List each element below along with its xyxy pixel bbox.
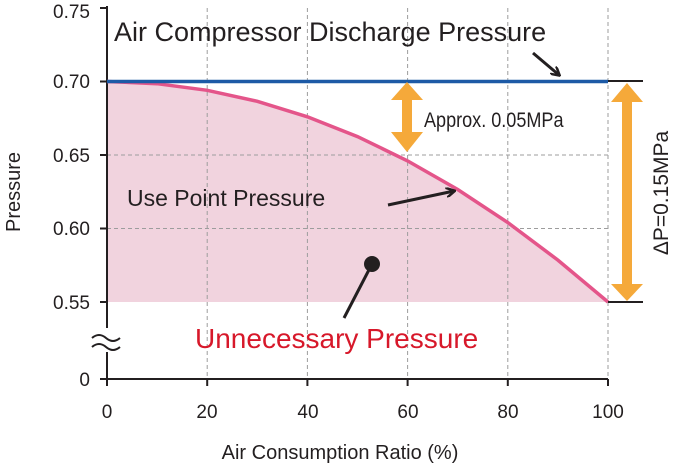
axis-ticks — [100, 7, 609, 386]
discharge-pressure-label: Air Compressor Discharge Pressure — [114, 17, 546, 47]
x-tick-label: 100 — [592, 402, 624, 423]
y-tick-label: 0 — [79, 370, 90, 391]
delta-p-label: ΔP=0.15MPa — [650, 131, 673, 256]
y-tick-labels: 0 0.55 0.60 0.65 0.70 0.75 — [53, 2, 90, 391]
x-tick-label: 60 — [397, 402, 418, 423]
x-tick-label: 0 — [102, 402, 113, 423]
x-tick-labels: 0 20 40 60 80 100 — [102, 402, 624, 423]
gridlines — [107, 8, 609, 379]
y-axis-title: Pressure — [3, 152, 25, 232]
use-point-pressure-label: Use Point Pressure — [127, 185, 325, 211]
y-tick-label: 0.60 — [53, 219, 90, 240]
unnecessary-pointer-dot — [364, 256, 380, 272]
delta-reference-lines — [608, 80, 643, 303]
delta-p-arrow — [611, 83, 643, 301]
axis-break-icon — [91, 334, 121, 351]
discharge-pointer-arrow — [532, 51, 559, 75]
unnecessary-pressure-region — [107, 81, 608, 302]
annotation-pointers — [342, 51, 559, 319]
unnecessary-pointer-line — [342, 263, 374, 319]
y-tick-label: 0.65 — [53, 146, 90, 167]
unnecessary-pressure-label: Unnecessary Pressure — [195, 323, 478, 354]
gap-arrow — [391, 82, 423, 152]
y-tick-label: 0.70 — [53, 72, 90, 93]
use-point-pressure-line — [106, 79, 610, 304]
x-axis-title: Air Consumption Ratio (%) — [222, 442, 459, 464]
x-tick-label: 20 — [196, 402, 217, 423]
use-point-pointer-arrow — [387, 191, 454, 207]
gap-label: Approx. 0.05MPa — [424, 109, 564, 133]
axes — [106, 6, 608, 380]
y-tick-label: 0.75 — [53, 2, 90, 23]
x-tick-label: 40 — [297, 402, 318, 423]
x-tick-label: 80 — [497, 402, 518, 423]
y-tick-label: 0.55 — [53, 293, 90, 314]
